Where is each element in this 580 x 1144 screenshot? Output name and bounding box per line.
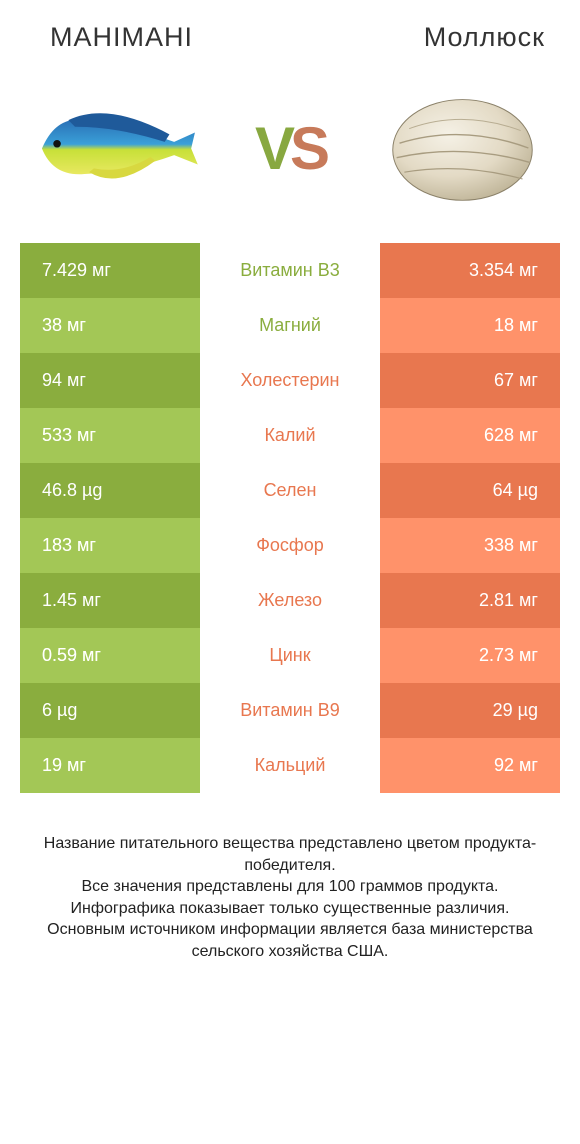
nutrient-name: Витамин B3 (200, 243, 380, 298)
value-left: 6 µg (20, 683, 200, 738)
table-row: 38 мгМагний18 мг (20, 298, 560, 353)
value-left: 19 мг (20, 738, 200, 793)
value-right: 64 µg (380, 463, 560, 518)
vs-s: S (290, 115, 325, 182)
value-right: 92 мг (380, 738, 560, 793)
value-left: 46.8 µg (20, 463, 200, 518)
value-left: 533 мг (20, 408, 200, 463)
clam-icon (385, 88, 540, 208)
value-right: 29 µg (380, 683, 560, 738)
value-left: 7.429 мг (20, 243, 200, 298)
nutrient-name: Цинк (200, 628, 380, 683)
table-row: 94 мгХолестерин67 мг (20, 353, 560, 408)
value-left: 1.45 мг (20, 573, 200, 628)
nutrient-name: Витамин B9 (200, 683, 380, 738)
value-right: 2.81 мг (380, 573, 560, 628)
value-right: 67 мг (380, 353, 560, 408)
value-right: 2.73 мг (380, 628, 560, 683)
nutrient-name: Фосфор (200, 518, 380, 573)
header: MAHIMAHI Моллюск (0, 0, 580, 63)
nutrient-table: 7.429 мгВитамин B33.354 мг38 мгМагний18 … (20, 243, 560, 793)
value-right: 338 мг (380, 518, 560, 573)
value-right: 18 мг (380, 298, 560, 353)
table-row: 183 мгФосфор338 мг (20, 518, 560, 573)
nutrient-name: Селен (200, 463, 380, 518)
table-row: 1.45 мгЖелезо2.81 мг (20, 573, 560, 628)
nutrient-name: Магний (200, 298, 380, 353)
nutrient-name: Холестерин (200, 353, 380, 408)
images-row: VS (0, 63, 580, 243)
table-row: 7.429 мгВитамин B33.354 мг (20, 243, 560, 298)
vs-label: VS (255, 114, 325, 183)
table-row: 46.8 µgСелен64 µg (20, 463, 560, 518)
vs-v: V (255, 115, 290, 182)
title-right: Моллюск (424, 22, 545, 53)
table-row: 533 мгКалий628 мг (20, 408, 560, 463)
value-left: 38 мг (20, 298, 200, 353)
value-left: 183 мг (20, 518, 200, 573)
nutrient-name: Калий (200, 408, 380, 463)
table-row: 6 µgВитамин B929 µg (20, 683, 560, 738)
nutrient-name: Кальций (200, 738, 380, 793)
value-left: 0.59 мг (20, 628, 200, 683)
fish-icon (30, 106, 205, 191)
nutrient-name: Железо (200, 573, 380, 628)
value-left: 94 мг (20, 353, 200, 408)
footnote: Название питательного вещества представл… (30, 833, 550, 963)
clam-image (375, 88, 550, 208)
title-left: MAHIMAHI (50, 22, 193, 53)
value-right: 3.354 мг (380, 243, 560, 298)
infographic-container: MAHIMAHI Моллюск VS (0, 0, 580, 1144)
table-row: 19 мгКальций92 мг (20, 738, 560, 793)
mahimahi-image (30, 88, 205, 208)
table-row: 0.59 мгЦинк2.73 мг (20, 628, 560, 683)
value-right: 628 мг (380, 408, 560, 463)
